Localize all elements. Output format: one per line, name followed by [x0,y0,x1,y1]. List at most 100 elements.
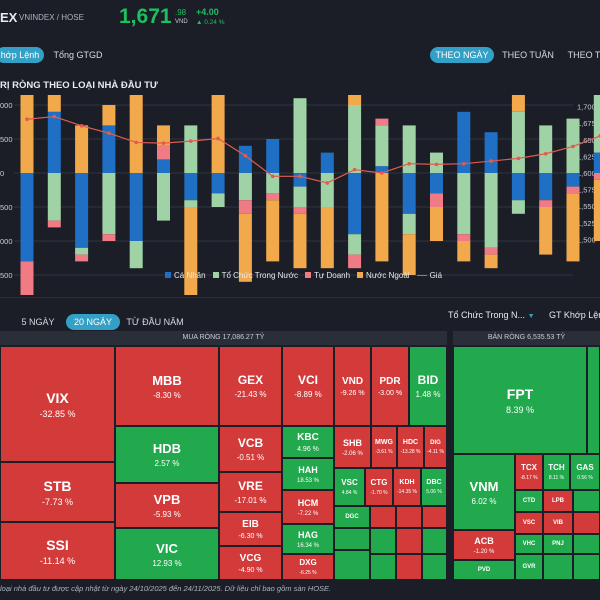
treemap-cell[interactable]: EIB -6.30 % [219,512,282,546]
ticker-label: VRE [238,479,263,493]
bar-nuoc-ngoai [457,241,471,262]
treemap-cell[interactable]: ACB -1.20 % [453,530,515,560]
treemap-cell[interactable]: VIB [543,512,573,534]
treemap-cell[interactable] [334,528,370,550]
treemap-cell[interactable]: GAS 0.56 % [570,454,600,490]
bar-nuoc-ngoai [75,125,89,173]
treemap-cell[interactable]: VCB -0.51 % [219,426,282,472]
treemap-cell[interactable]: VIX -32.85 % [0,346,115,462]
treemap-cell[interactable] [587,346,600,454]
treemap-cell[interactable]: SHB -2.06 % [334,426,371,468]
treemap-cell[interactable]: FPT 8.39 % [453,346,587,454]
ticker-label: VCG [239,552,262,564]
legend-nuoc-ngoai[interactable]: Nước Ngoài [357,271,410,280]
ticker-label: HAH [298,464,318,475]
treemap-cell[interactable]: VSC [515,512,543,534]
legend-ca-nhan[interactable]: Cá Nhân [165,271,206,280]
treemap-cell[interactable] [543,554,573,580]
bar-nuoc-ngoai [402,234,416,275]
treemap-cell[interactable]: HAH 18.53 % [282,458,334,490]
tab-20-ngay[interactable]: 20 NGÀY [66,314,120,330]
treemap-cell[interactable]: VCG -4.90 % [219,546,282,580]
bar-nuoc-ngoai [348,95,362,105]
treemap-cell[interactable]: VND -9.26 % [334,346,371,426]
treemap-cell[interactable] [370,528,396,554]
bar-ca-nhan [402,173,416,214]
treemap-cell[interactable]: DGC [334,506,370,528]
treemap-cell[interactable] [573,534,600,554]
pct-label: -8.17 % [520,475,538,481]
treemap-cell[interactable]: PVD [453,560,515,580]
bar-ca-nhan [47,111,61,173]
legend-to-chuc[interactable]: Tổ Chức Trong Nước [212,271,298,280]
tab-theo-tuan[interactable]: THEO TUẦN [502,50,554,60]
treemap-cell[interactable]: VPB -5.93 % [115,483,219,528]
treemap-cell[interactable]: BID 1.48 % [409,346,447,426]
treemap-cell[interactable]: TCX -8.17 % [515,454,543,490]
treemap-cell[interactable]: TCH 8.11 % [543,454,570,490]
treemap-cell[interactable]: MWG -3.61 % [371,426,397,468]
treemap-cell[interactable]: DBC 5.06 % [421,468,447,506]
tab-tu-dau-nam[interactable]: TỪ ĐẦU NĂM [126,317,184,327]
treemap-cell[interactable] [396,528,422,554]
treemap-cell[interactable]: HCM -7.22 % [282,490,334,524]
treemap-cell[interactable]: VRE -17.01 % [219,472,282,512]
treemap-cell[interactable] [396,506,422,528]
treemap-cell[interactable]: GEX -21.43 % [219,346,282,426]
ticker-label: VIB [552,520,563,526]
treemap-cell[interactable]: VSC 4.84 % [334,468,365,506]
tab-theo-thang[interactable]: THEO T [567,50,600,60]
price-point [107,131,111,135]
tab-5-ngay[interactable]: 5 NGÀY [21,317,55,327]
bar-to-chuc [375,125,389,167]
treemap-cell[interactable]: VNM 6.02 % [453,454,515,530]
legend-gia[interactable]: Giá [416,271,442,280]
left-tick-label: 500 [0,135,13,144]
legend-tu-doanh[interactable]: Tự Doanh [305,271,350,280]
bar-tu-doanh [566,186,580,194]
treemap-cell[interactable] [573,490,600,512]
treemap-cell[interactable]: DXG -6.25 % [282,554,334,580]
treemap-cell[interactable] [334,550,370,580]
treemap-cell[interactable] [422,506,447,528]
treemap-cell[interactable] [573,554,600,580]
treemap-cell[interactable]: HDB 2.57 % [115,426,219,483]
treemap-cell[interactable]: SSI -11.14 % [0,522,115,580]
treemap-cell[interactable]: VCI -8.89 % [282,346,334,426]
treemap-cell[interactable]: KBC 4.96 % [282,426,334,458]
ticker-label: DGC [345,514,359,520]
treemap-cell[interactable] [422,528,447,554]
tab-khop-lenh[interactable]: hớp Lệnh [0,47,44,63]
price-unit: VND [175,19,188,25]
treemap-cell[interactable]: HDC -13.28 % [397,426,424,468]
treemap-cell[interactable] [396,554,422,580]
ticker-label: VCI [297,373,318,387]
bar-nuoc-ngoai [293,213,307,269]
treemap-cell[interactable]: GVR [515,554,543,580]
price-point [189,139,193,143]
treemap-cell[interactable] [422,554,447,580]
tab-tong-gtgd[interactable]: Tổng GTGD [53,50,103,60]
treemap-cell[interactable]: MBB -8.30 % [115,346,219,426]
metric-select[interactable]: GT Khớp Lện [549,310,600,320]
investor-select[interactable]: Tổ Chức Trong N... ▼ [448,310,535,320]
price-point [543,151,548,156]
treemap-cell[interactable] [370,506,396,528]
bar-tu-doanh [293,207,307,214]
treemap-cell[interactable]: DIG -4.11 % [424,426,447,468]
treemap-cell[interactable]: PDR -3.00 % [371,346,409,426]
tab-theo-ngay[interactable]: THEO NGÀY [430,47,494,63]
treemap-cell[interactable]: CTD [515,490,543,512]
treemap-cell[interactable]: HAG 16.34 % [282,524,334,554]
chart-title: RỊ RÒNG THEO LOẠI NHÀ ĐẦU TƯ [0,80,158,91]
treemap-cell[interactable]: VIC 12.93 % [115,528,219,580]
treemap-cell[interactable]: KDH -14.35 % [393,468,421,506]
bar-nuoc-ngoai [593,179,600,241]
treemap-cell[interactable]: CTG -1.70 % [365,468,393,506]
treemap-cell[interactable] [370,554,396,580]
treemap-cell[interactable]: VHC [515,534,543,554]
treemap-cell[interactable] [573,512,600,534]
treemap-cell[interactable]: STB -7.73 % [0,462,115,522]
treemap-cell[interactable]: LPB [543,490,573,512]
treemap-cell[interactable]: PNJ [543,534,573,554]
